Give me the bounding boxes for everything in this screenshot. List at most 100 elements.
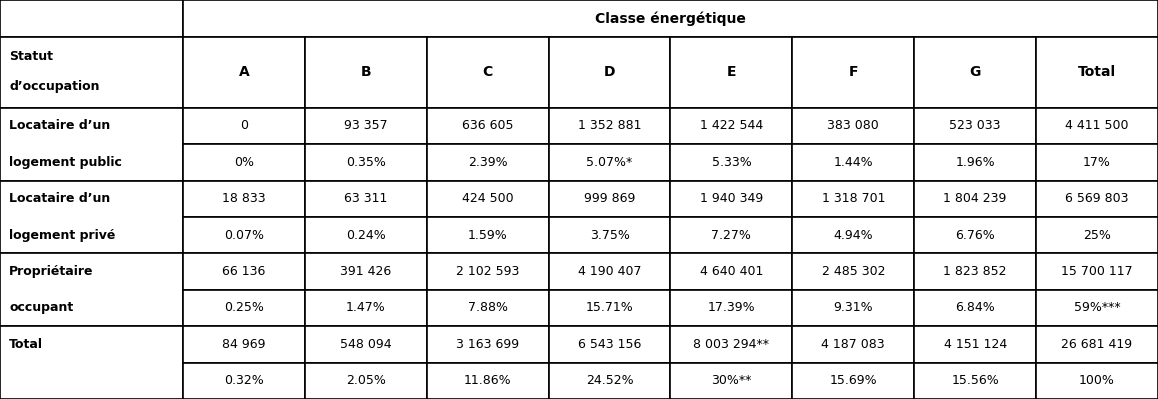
Text: 424 500: 424 500	[462, 192, 513, 205]
Bar	[670, 326, 792, 363]
Bar	[305, 180, 426, 217]
Bar	[305, 108, 426, 144]
Text: Propriétaire: Propriétaire	[9, 265, 94, 278]
Bar	[1036, 290, 1158, 326]
Bar	[792, 326, 915, 363]
Text: 6.84%: 6.84%	[955, 302, 995, 314]
Text: 2 485 302: 2 485 302	[821, 265, 885, 278]
Bar	[183, 108, 305, 144]
Text: 15.71%: 15.71%	[586, 302, 633, 314]
Bar	[1036, 144, 1158, 181]
Text: 383 080: 383 080	[828, 119, 879, 132]
Text: 0.35%: 0.35%	[346, 156, 386, 169]
Bar	[670, 290, 792, 326]
Text: E: E	[727, 65, 736, 79]
Bar	[305, 217, 426, 253]
Text: 9.31%: 9.31%	[834, 302, 873, 314]
Bar	[305, 290, 426, 326]
Text: 2.05%: 2.05%	[346, 374, 386, 387]
Bar	[915, 326, 1036, 363]
Text: 1.96%: 1.96%	[955, 156, 995, 169]
Bar	[915, 217, 1036, 253]
Text: 4 190 407: 4 190 407	[578, 265, 642, 278]
Text: 1 823 852: 1 823 852	[944, 265, 1007, 278]
Bar	[426, 363, 549, 399]
Text: 18 833: 18 833	[222, 192, 265, 205]
Bar	[0, 37, 183, 108]
Text: 636 605: 636 605	[462, 119, 513, 132]
Bar	[670, 108, 792, 144]
Text: d’occupation: d’occupation	[9, 80, 100, 93]
Text: 1 318 701: 1 318 701	[821, 192, 885, 205]
Text: 0.32%: 0.32%	[223, 374, 264, 387]
Text: 7.88%: 7.88%	[468, 302, 507, 314]
Bar	[915, 253, 1036, 290]
Text: occupant: occupant	[9, 302, 73, 314]
Text: logement privé: logement privé	[9, 229, 116, 242]
Bar	[792, 180, 915, 217]
Bar	[183, 326, 305, 363]
Text: 2.39%: 2.39%	[468, 156, 507, 169]
Bar	[915, 37, 1036, 108]
Text: 1 422 544: 1 422 544	[699, 119, 763, 132]
Bar	[183, 0, 1158, 37]
Text: 63 311: 63 311	[344, 192, 388, 205]
Text: Total: Total	[1078, 65, 1116, 79]
Text: 66 136: 66 136	[222, 265, 265, 278]
Text: 523 033: 523 033	[950, 119, 1001, 132]
Text: 3 163 699: 3 163 699	[456, 338, 519, 351]
Text: 0.25%: 0.25%	[223, 302, 264, 314]
Bar	[1036, 217, 1158, 253]
Bar	[670, 180, 792, 217]
Bar	[549, 217, 670, 253]
Text: Statut: Statut	[9, 50, 53, 63]
Text: D: D	[603, 65, 615, 79]
Bar	[183, 144, 305, 181]
Bar	[549, 363, 670, 399]
Text: 84 969: 84 969	[222, 338, 265, 351]
Bar	[0, 326, 183, 399]
Bar	[305, 253, 426, 290]
Text: 25%: 25%	[1083, 229, 1111, 242]
Bar	[1036, 253, 1158, 290]
Bar	[426, 108, 549, 144]
Bar	[426, 290, 549, 326]
Text: 4.94%: 4.94%	[834, 229, 873, 242]
Bar	[183, 290, 305, 326]
Bar	[183, 180, 305, 217]
Text: Locataire d’un: Locataire d’un	[9, 192, 110, 205]
Bar	[426, 37, 549, 108]
Text: 0.07%: 0.07%	[223, 229, 264, 242]
Bar	[1036, 37, 1158, 108]
Bar	[549, 290, 670, 326]
Text: 4 187 083: 4 187 083	[821, 338, 885, 351]
Bar	[915, 363, 1036, 399]
Bar	[183, 37, 305, 108]
Text: 15 700 117: 15 700 117	[1061, 265, 1133, 278]
Bar	[305, 144, 426, 181]
Bar	[670, 363, 792, 399]
Text: 59%***: 59%***	[1073, 302, 1121, 314]
Bar	[549, 144, 670, 181]
Text: 1 352 881: 1 352 881	[578, 119, 642, 132]
Text: 0%: 0%	[234, 156, 254, 169]
Bar	[792, 217, 915, 253]
Bar	[183, 217, 305, 253]
Text: 15.69%: 15.69%	[829, 374, 877, 387]
Text: logement public: logement public	[9, 156, 122, 169]
Text: C: C	[483, 65, 493, 79]
Text: 11.86%: 11.86%	[464, 374, 512, 387]
Text: Total: Total	[9, 338, 43, 351]
Text: 1 940 349: 1 940 349	[699, 192, 763, 205]
Bar	[549, 253, 670, 290]
Text: 7.27%: 7.27%	[711, 229, 752, 242]
Text: 1.44%: 1.44%	[834, 156, 873, 169]
Bar	[1036, 363, 1158, 399]
Bar	[670, 217, 792, 253]
Bar	[549, 180, 670, 217]
Bar	[183, 253, 305, 290]
Bar	[915, 144, 1036, 181]
Text: 391 426: 391 426	[340, 265, 391, 278]
Text: 8 003 294**: 8 003 294**	[694, 338, 769, 351]
Text: 0.24%: 0.24%	[346, 229, 386, 242]
